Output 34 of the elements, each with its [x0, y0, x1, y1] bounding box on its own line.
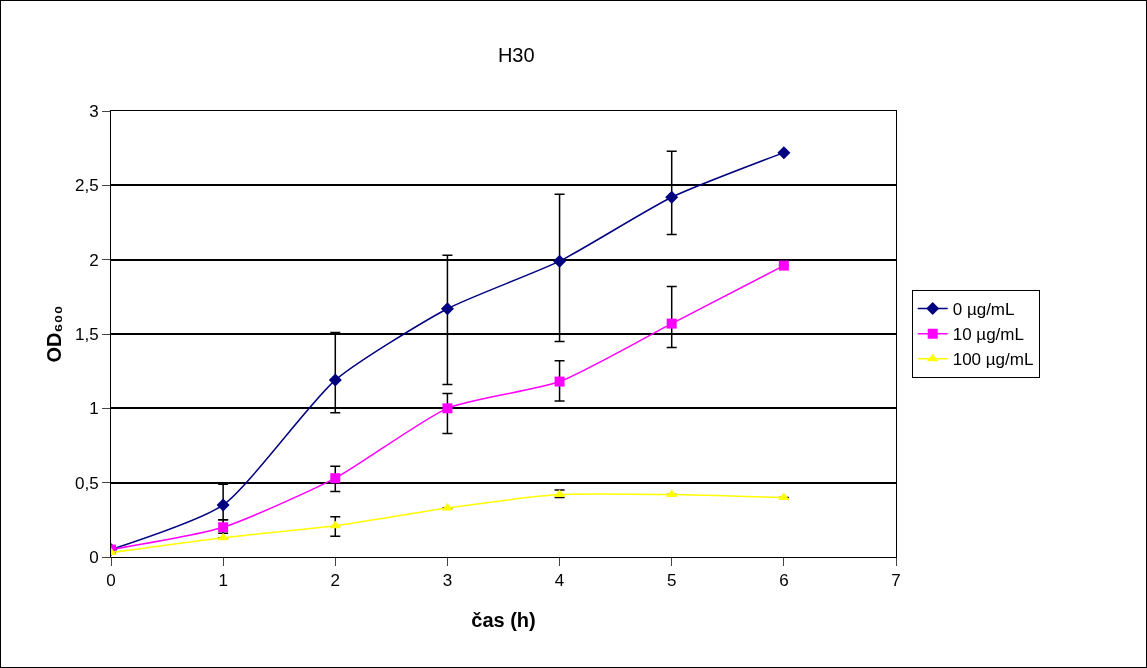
x-tick-label: 0: [106, 571, 116, 591]
y-tick-label: 0: [89, 547, 99, 567]
y-tick-label: 1: [89, 399, 99, 419]
y-tick-label: 1,5: [74, 324, 99, 344]
x-axis-title: čas (h): [471, 609, 536, 631]
y-axis-title: OD₆₀₀: [43, 305, 65, 363]
legend-label: 10 µg/mL: [952, 325, 1024, 345]
y-tick-label: 0,5: [74, 473, 99, 493]
point: [778, 260, 789, 271]
x-tick-label: 4: [554, 571, 565, 591]
y-tick-label: 2,5: [74, 176, 99, 196]
point: [217, 532, 229, 541]
x-tick-label: 1: [218, 571, 228, 591]
point: [330, 473, 341, 484]
point: [777, 146, 791, 160]
legend-label: 0 µg/mL: [952, 300, 1015, 320]
point: [553, 254, 567, 268]
point: [216, 498, 230, 512]
chart-title: H30: [497, 43, 535, 66]
x-tick-label: 3: [442, 571, 453, 591]
x-tick-label: 6: [779, 571, 789, 591]
y-tick-label: 3: [89, 101, 99, 121]
legend-label: 100 µg/mL: [952, 350, 1034, 370]
point: [665, 190, 679, 204]
x-tick-label: 5: [666, 571, 677, 591]
point: [442, 403, 453, 414]
x-tick-label: 2: [330, 571, 341, 591]
y-tick-label: 2: [89, 250, 99, 270]
point: [440, 302, 454, 316]
point: [328, 373, 342, 387]
x-tick-label: 7: [891, 571, 901, 591]
point: [554, 376, 565, 387]
point: [666, 318, 677, 329]
point: [778, 492, 790, 501]
